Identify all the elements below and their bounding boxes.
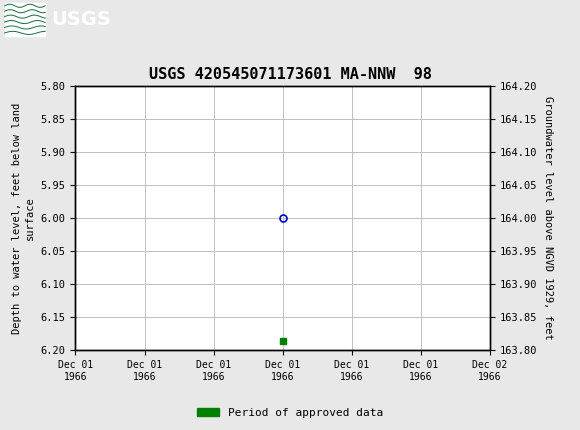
Text: USGS: USGS [51, 10, 111, 29]
Bar [5, 3, 45, 36]
Legend: Period of approved data: Period of approved data [193, 403, 387, 422]
Text: USGS 420545071173601 MA-NNW  98: USGS 420545071173601 MA-NNW 98 [148, 67, 432, 82]
Y-axis label: Depth to water level, feet below land
surface: Depth to water level, feet below land su… [12, 103, 35, 334]
Y-axis label: Groundwater level above NGVD 1929, feet: Groundwater level above NGVD 1929, feet [543, 96, 553, 340]
